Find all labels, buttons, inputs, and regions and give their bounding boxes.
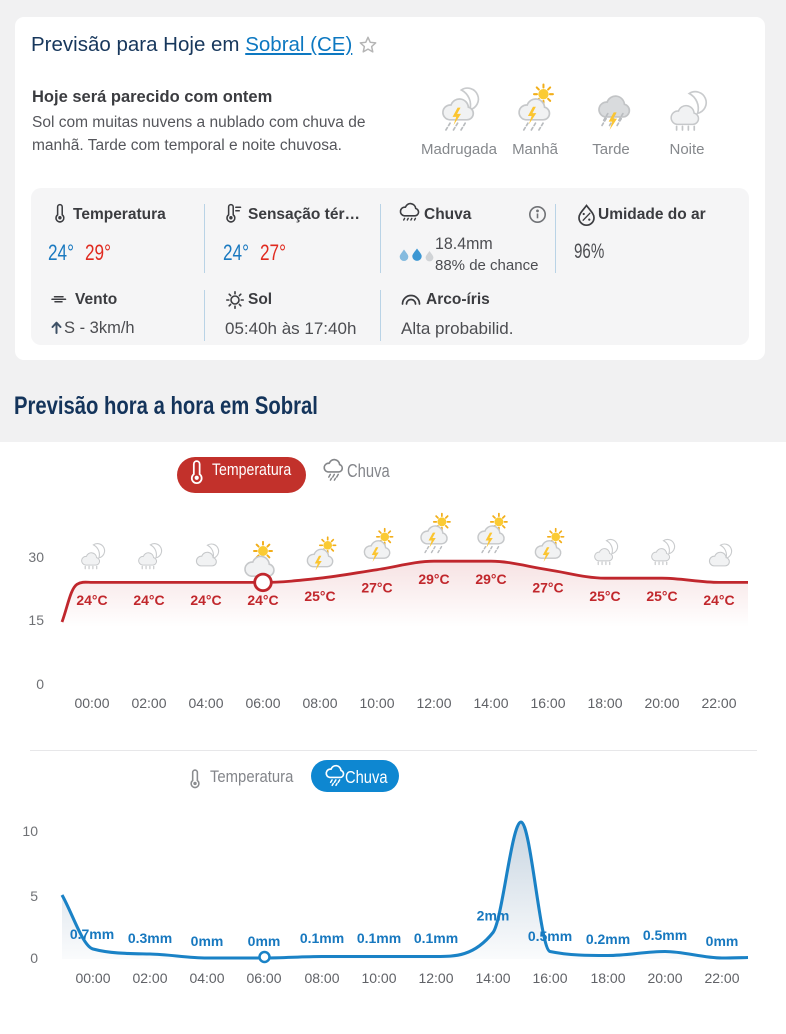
svg-text:0.1mm: 0.1mm [357,930,401,946]
svg-text:5: 5 [30,888,38,904]
svg-text:12:00: 12:00 [418,970,453,986]
svg-text:14:00: 14:00 [475,970,510,986]
svg-text:0.2mm: 0.2mm [586,931,630,947]
svg-text:27°C: 27°C [361,579,392,595]
svg-text:24°C: 24°C [133,592,164,608]
svg-text:24°C: 24°C [76,592,107,608]
svg-text:25°C: 25°C [589,588,620,604]
svg-text:0.1mm: 0.1mm [300,930,344,946]
svg-text:06:00: 06:00 [246,970,281,986]
svg-text:25°C: 25°C [304,588,335,604]
svg-text:0.5mm: 0.5mm [643,927,687,943]
svg-text:0: 0 [36,676,44,692]
svg-text:10:00: 10:00 [361,970,396,986]
svg-text:06:00: 06:00 [245,695,280,711]
svg-text:22:00: 22:00 [701,695,736,711]
svg-text:25°C: 25°C [646,588,677,604]
svg-text:14:00: 14:00 [473,695,508,711]
svg-text:02:00: 02:00 [131,695,166,711]
svg-text:00:00: 00:00 [74,695,109,711]
svg-text:16:00: 16:00 [530,695,565,711]
svg-text:08:00: 08:00 [302,695,337,711]
svg-text:0.1mm: 0.1mm [414,930,458,946]
svg-text:12:00: 12:00 [416,695,451,711]
svg-text:10: 10 [22,823,38,839]
svg-text:2mm: 2mm [477,908,510,924]
svg-text:0.5mm: 0.5mm [528,928,572,944]
svg-text:04:00: 04:00 [188,695,223,711]
svg-text:20:00: 20:00 [644,695,679,711]
svg-text:20:00: 20:00 [647,970,682,986]
svg-text:16:00: 16:00 [532,970,567,986]
svg-text:30: 30 [28,549,44,565]
svg-text:08:00: 08:00 [304,970,339,986]
svg-text:0mm: 0mm [248,933,281,949]
svg-text:04:00: 04:00 [189,970,224,986]
svg-text:02:00: 02:00 [132,970,167,986]
svg-text:10:00: 10:00 [359,695,394,711]
svg-text:15: 15 [28,612,44,628]
svg-text:24°C: 24°C [190,592,221,608]
svg-text:18:00: 18:00 [590,970,625,986]
svg-text:0.7mm: 0.7mm [70,926,114,942]
svg-text:29°C: 29°C [418,571,449,587]
svg-text:24°C: 24°C [247,592,278,608]
svg-text:18:00: 18:00 [587,695,622,711]
svg-text:24°C: 24°C [703,592,734,608]
svg-text:0: 0 [30,950,38,966]
svg-text:29°C: 29°C [475,571,506,587]
svg-text:0.3mm: 0.3mm [128,930,172,946]
svg-text:0mm: 0mm [191,933,224,949]
svg-text:27°C: 27°C [532,579,563,595]
svg-text:22:00: 22:00 [704,970,739,986]
svg-text:0mm: 0mm [706,933,739,949]
svg-text:00:00: 00:00 [75,970,110,986]
